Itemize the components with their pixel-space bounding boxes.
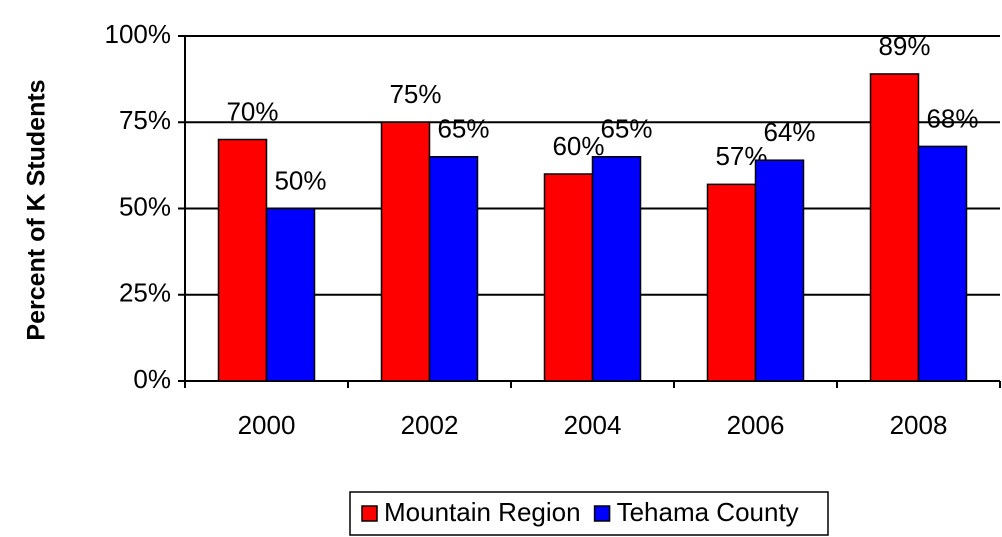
data-label: 60%	[552, 131, 604, 161]
bar	[754, 159, 805, 382]
legend-label: Mountain Region	[384, 497, 581, 527]
bar	[217, 138, 268, 382]
bar	[543, 173, 594, 382]
y-tick-label: 0%	[133, 364, 171, 394]
data-label: 75%	[389, 79, 441, 109]
legend-swatch	[361, 505, 378, 522]
bar	[265, 207, 316, 382]
y-tick-label: 75%	[119, 105, 171, 135]
legend-swatch	[593, 505, 611, 522]
y-axis-label: Percent of K Students	[23, 79, 51, 340]
bar	[706, 183, 757, 382]
x-tick-label: 2000	[238, 410, 296, 440]
data-label: 89%	[878, 31, 930, 61]
data-label: 65%	[600, 114, 652, 144]
bar	[380, 121, 431, 382]
y-tick-label: 25%	[119, 278, 171, 308]
legend-box	[349, 491, 829, 536]
data-label: 65%	[437, 114, 489, 144]
bar	[917, 145, 968, 382]
x-tick-label: 2008	[890, 410, 948, 440]
y-tick-label: 100%	[105, 19, 172, 49]
data-label: 68%	[926, 103, 978, 133]
bar	[869, 73, 920, 382]
x-tick-label: 2004	[564, 410, 622, 440]
x-tick-label: 2002	[401, 410, 459, 440]
data-label: 50%	[274, 165, 326, 195]
data-label: 64%	[763, 117, 815, 147]
bar	[428, 156, 479, 382]
data-label: 70%	[226, 96, 278, 126]
x-tick-label: 2006	[727, 410, 785, 440]
legend-label: Tehama County	[617, 497, 799, 527]
bar	[591, 156, 642, 382]
y-tick-label: 50%	[119, 191, 171, 221]
